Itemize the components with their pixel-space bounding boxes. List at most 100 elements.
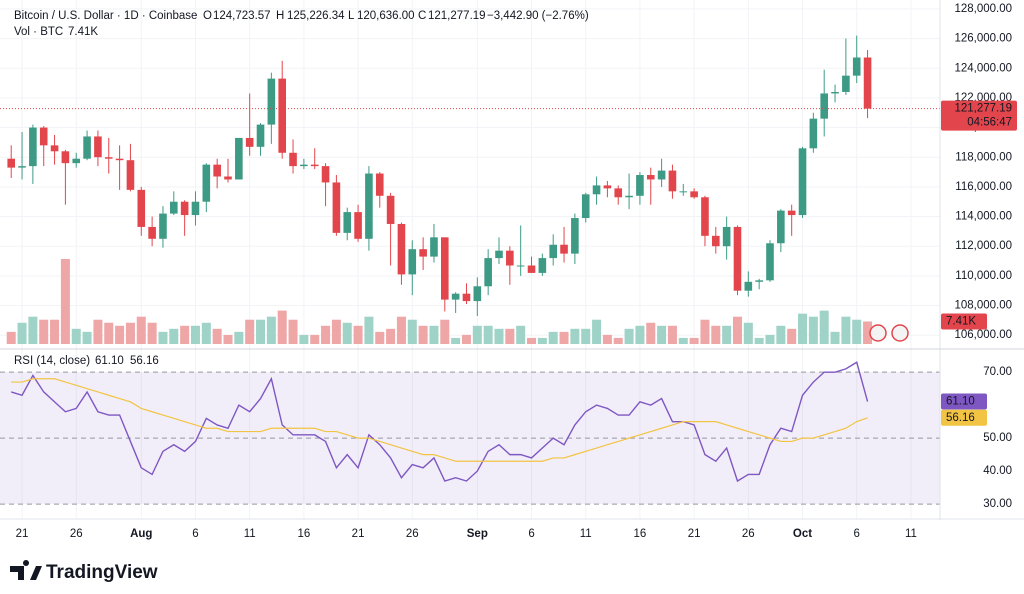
volume-value-box [941, 313, 987, 330]
candle-body [798, 148, 807, 216]
y-tick-label: 118,000.00 [955, 151, 1012, 163]
candle-body [690, 191, 698, 198]
candle-body [365, 173, 373, 239]
x-tick-label: 11 [905, 528, 917, 540]
volume-bar [136, 316, 146, 344]
y-tick-label: 108,000.00 [954, 300, 1012, 312]
volume-bar [104, 322, 114, 344]
candle-body [657, 170, 666, 180]
logo-mark [10, 560, 42, 580]
x-tick-label: 6 [854, 528, 860, 540]
volume-bar [787, 328, 797, 344]
candle-body [506, 250, 514, 266]
candle-body [289, 152, 297, 167]
legend-key: O [203, 10, 212, 22]
candle-body [224, 176, 232, 180]
volume-bar [863, 321, 873, 344]
candle-body [213, 164, 221, 177]
volume-bar [776, 325, 786, 344]
volume-bar [451, 337, 461, 344]
volume-bar [93, 319, 103, 344]
flag-icon[interactable] [869, 324, 887, 342]
volume-bar [602, 334, 612, 344]
candle-body [18, 166, 26, 168]
candle-body [321, 166, 330, 183]
candle-body [397, 223, 406, 275]
candle-body [50, 145, 59, 152]
value-box [941, 393, 987, 410]
volume-bar [570, 328, 580, 344]
x-tick-label: 26 [742, 528, 755, 540]
y-tick-label: 126,000.00 [954, 33, 1012, 45]
volume-bar [678, 337, 688, 344]
candle-body [235, 137, 243, 180]
volume-bar [798, 313, 808, 344]
candle-body [83, 136, 91, 159]
candle-body [137, 189, 146, 227]
candle-body [375, 173, 384, 196]
candle-body [245, 137, 254, 147]
x-tick-label: 26 [70, 528, 83, 540]
candle-body [852, 57, 861, 76]
candle-body [7, 158, 15, 168]
y-tick-label: 124,000.00 [954, 62, 1012, 74]
candle-body [473, 286, 482, 302]
candle-body [701, 197, 709, 236]
volume-bar [765, 334, 775, 344]
volume-bar [613, 337, 623, 344]
volume-bar [852, 319, 862, 344]
volume-bar [386, 328, 396, 344]
volume-bar [689, 337, 699, 344]
volume-bar [288, 319, 298, 344]
candle-body [733, 226, 742, 291]
volume-bar [657, 325, 667, 344]
volume-bar [39, 319, 49, 344]
y-tick-label: 112,000.00 [955, 240, 1012, 252]
legend-value: 120,636.00 [357, 10, 415, 22]
y-tick-label: 110,000.00 [955, 270, 1012, 282]
y-tick-label: 50.00 [983, 432, 1012, 444]
legend-key: L [348, 10, 355, 22]
candle-body [430, 237, 438, 257]
legend-value: 125,226.34 [287, 10, 345, 22]
plot-layer [0, 35, 940, 483]
rsi-line [10, 361, 869, 483]
candle-body [72, 158, 81, 164]
symbol-title: Bitcoin / U.S. Dollar · 1D · Coinbase [14, 10, 197, 22]
candle-body [668, 170, 677, 192]
candle-body [267, 78, 276, 125]
candle-body [180, 201, 189, 216]
volume-bar [158, 331, 168, 344]
volume-bar [722, 325, 732, 344]
volume-bar [548, 331, 558, 344]
value-box-label: 56.16 [946, 412, 975, 424]
flag-icon[interactable] [891, 324, 909, 342]
candle-body [256, 124, 265, 147]
candle-body [148, 226, 156, 239]
candle-body [484, 258, 492, 287]
candle-body [495, 250, 503, 259]
volume-bar [592, 319, 602, 344]
volume-bar [440, 319, 450, 344]
candle-body [191, 201, 200, 216]
candle-body [809, 118, 818, 149]
volume-bar [841, 316, 851, 344]
x-tick-label: Sep [467, 528, 488, 540]
value-box-label: 61.10 [946, 396, 975, 408]
legend-key: H [276, 10, 284, 22]
volume-bar [310, 334, 320, 344]
volume-bar [505, 328, 515, 344]
volume-bar [624, 328, 634, 344]
candle-body [636, 175, 644, 196]
volume-bar [429, 325, 439, 344]
volume-bar [559, 331, 569, 344]
candle-body [842, 75, 850, 92]
volume-bar [635, 325, 645, 344]
volume-bar [375, 331, 385, 344]
candle-body [419, 249, 427, 257]
volume-bar [201, 322, 211, 344]
last-price-box [941, 100, 1017, 131]
candle-body [408, 249, 417, 275]
legend-value: 124,723.57 [213, 10, 271, 22]
volume-bar [472, 325, 482, 344]
